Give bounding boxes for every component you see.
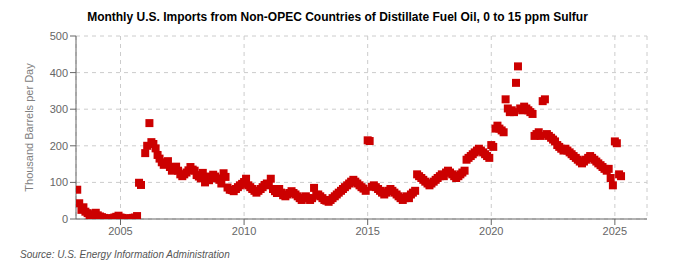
- html-text:Source: U.S. Energy Informatio: Source: U.S. Energy Information Administ…: [20, 249, 230, 260]
- svg-text:Thousand Barrels per Day: Thousand Barrels per Day: [23, 63, 35, 192]
- svg-text:400: 400: [50, 67, 68, 79]
- svg-text:2025: 2025: [603, 225, 627, 237]
- html-text:Monthly U.S. Imports from Non-: Monthly U.S. Imports from Non-OPEC Count…: [87, 10, 588, 24]
- svg-text:2005: 2005: [108, 225, 132, 237]
- svg-text:0: 0: [62, 213, 68, 225]
- svg-text:200: 200: [50, 140, 68, 152]
- svg-text:2010: 2010: [232, 225, 256, 237]
- svg-text:500: 500: [50, 30, 68, 42]
- svg-text:2020: 2020: [479, 225, 503, 237]
- svg-text:100: 100: [50, 176, 68, 188]
- svg-text:300: 300: [50, 103, 68, 115]
- svg-text:2015: 2015: [355, 225, 379, 237]
